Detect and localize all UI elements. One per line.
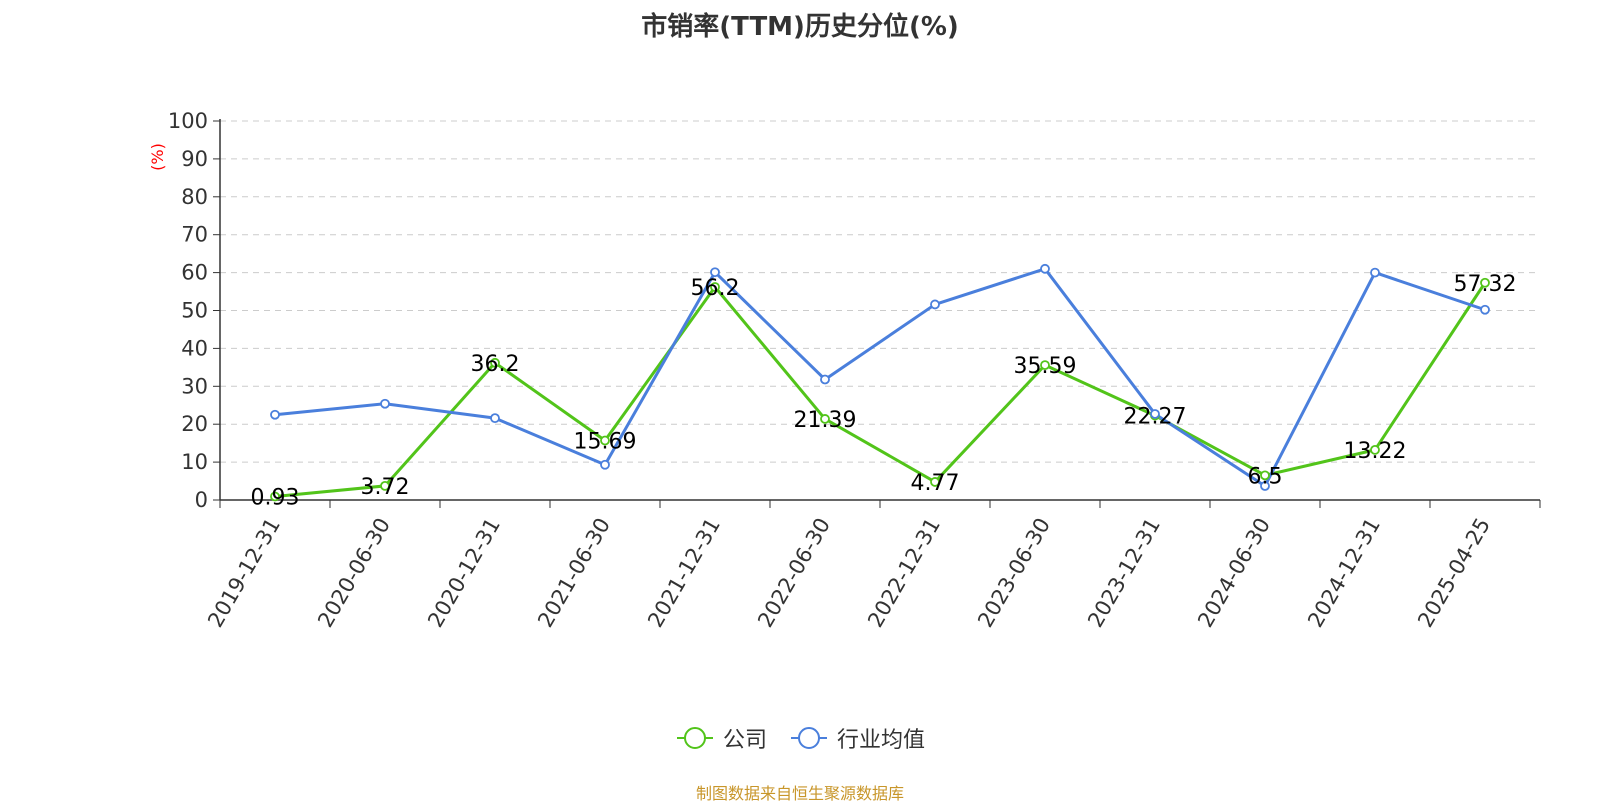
data-label: 21.39 (794, 408, 857, 433)
x-tick-label: 2023-06-30 (973, 514, 1055, 632)
series-lines (274, 267, 1487, 498)
data-label: 22.27 (1124, 405, 1187, 430)
legend-label-company: 公司 (722, 728, 767, 753)
legend: 公司 行业均值 (0, 722, 1600, 754)
y-tick-label: 100 (168, 109, 208, 133)
data-point-1-0 (270, 409, 280, 420)
x-tick-label: 2024-06-30 (1193, 514, 1275, 632)
data-label: 4.77 (911, 471, 960, 496)
chart-title: 市销率(TTM)历史分位(%) (641, 12, 959, 42)
source-note: 制图数据来自恒生聚源数据库 (695, 784, 904, 803)
data-point-1-4 (710, 267, 720, 278)
data-point-1-3 (600, 459, 610, 470)
y-tick-label: 40 (181, 336, 208, 360)
data-point-0-0 (270, 491, 280, 502)
grid-lines (220, 120, 1540, 463)
data-point-1-6 (930, 299, 940, 310)
x-tick-label: 2022-06-30 (753, 514, 835, 632)
y-tick-label: 90 (181, 147, 208, 171)
y-tick-label: 30 (181, 374, 208, 398)
data-point-0-3 (600, 435, 610, 446)
data-label: 13.22 (1344, 439, 1407, 464)
data-label: 56.2 (691, 276, 740, 301)
data-point-0-10 (1370, 444, 1380, 455)
data-point-1-7 (1040, 263, 1050, 274)
x-tick-label: 2020-06-30 (313, 514, 395, 632)
x-tick-label: 2019-12-31 (203, 514, 285, 632)
data-point-0-9 (1260, 470, 1270, 481)
y-tick-label: 60 (181, 261, 208, 285)
x-tick-label: 2021-06-30 (533, 514, 615, 632)
data-point-0-11 (1480, 277, 1490, 288)
data-point-1-5 (820, 374, 830, 385)
data-point-0-6 (930, 477, 940, 487)
x-tick-label: 2022-12-31 (863, 514, 945, 632)
x-tick-label: 2025-04-25 (1413, 514, 1495, 632)
y-tick-label: 10 (181, 450, 208, 474)
x-tick-label: 2020-12-31 (423, 514, 505, 632)
data-point-1-1 (380, 398, 390, 409)
y-tick-label: 20 (181, 412, 208, 436)
data-point-1-9 (1260, 481, 1270, 491)
data-point-0-5 (820, 414, 830, 424)
y-axis-label: (%) (148, 143, 167, 171)
series-line-1 (274, 267, 1486, 488)
y-tick-label: 0 (195, 488, 208, 512)
y-tick-label: 80 (181, 185, 208, 209)
data-point-1-10 (1370, 267, 1380, 278)
data-point-0-7 (1040, 360, 1050, 371)
series-points (270, 263, 1490, 502)
data-label: 15.69 (574, 430, 637, 455)
data-point-0-2 (490, 357, 500, 368)
data-label: 0.93 (251, 485, 300, 510)
legend-item-industry[interactable]: 行业均值 (789, 722, 925, 754)
data-point-1-11 (1480, 304, 1490, 315)
data-label: 6.5 (1248, 464, 1283, 489)
data-label: 35.59 (1014, 354, 1077, 379)
y-tick-label: 50 (181, 299, 208, 323)
y-tick-label: 70 (181, 223, 208, 247)
data-label: 57.32 (1454, 272, 1517, 297)
series-line-0 (274, 281, 1487, 498)
legend-marker-company (676, 727, 713, 749)
data-point-1-8 (1150, 409, 1160, 419)
axes: 0 10 20 30 40 50 60 70 80 90 100(%) 2019-12-31 2020-… (148, 109, 1541, 632)
x-tick-label: 2023-12-31 (1083, 514, 1165, 632)
data-label: 3.72 (361, 475, 410, 500)
data-point-0-1 (380, 481, 390, 491)
data-point-1-2 (490, 413, 500, 424)
data-label: 36.2 (471, 352, 520, 377)
legend-label-industry: 行业均值 (837, 728, 926, 753)
data-labels: 0.93 3.72 36.2 15.69 56.2 21.39 4.77 35.59 22.27… (251, 272, 1517, 511)
data-point-0-4 (710, 282, 720, 292)
legend-marker-industry (791, 727, 827, 749)
x-tick-label: 2021-12-31 (643, 514, 725, 632)
x-tick-label: 2024-12-31 (1303, 514, 1385, 632)
legend-item-company[interactable]: 公司 (675, 722, 767, 754)
